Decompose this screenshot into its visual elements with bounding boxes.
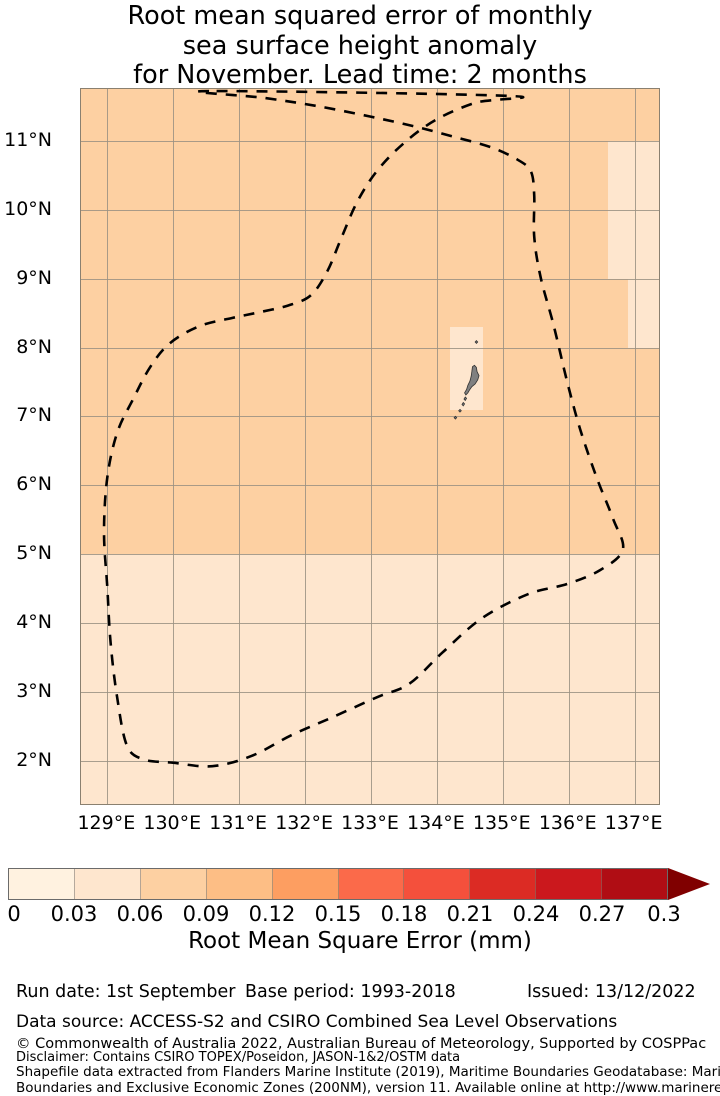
colorbar-swatch-8 — [536, 869, 603, 899]
copyright-text: © Commonwealth of Australia 2022, Austra… — [16, 1036, 707, 1052]
latitude-tick-10: 10°N — [4, 197, 52, 220]
map-plot-area — [80, 88, 660, 805]
colorbar-tick-0.18: 0.18 — [380, 902, 428, 926]
shapefile-credit-line-1: Shapefile data extracted from Flanders M… — [16, 1064, 720, 1080]
shapefile-credit-line-2: Boundaries and Exclusive Economic Zones … — [16, 1080, 720, 1096]
run-date-text: Run date: 1st September — [16, 982, 236, 1002]
rmse-cell — [516, 444, 549, 548]
colorbar — [8, 868, 712, 900]
gridline-vertical — [568, 89, 570, 804]
colorbar-swatch-9 — [602, 869, 668, 899]
colorbar-tick-0.27: 0.27 — [578, 902, 626, 926]
gridline-horizontal — [81, 485, 659, 487]
land-polygon — [458, 408, 462, 413]
land-polygon — [463, 396, 468, 402]
colorbar-swatch-1 — [74, 869, 141, 899]
gridline-horizontal — [81, 209, 659, 211]
longitude-tick-133: 133°E — [341, 812, 399, 834]
gridline-vertical — [502, 89, 504, 804]
colorbar-gradient — [8, 868, 668, 900]
colorbar-swatch-7 — [470, 869, 537, 899]
latitude-tick-2: 2°N — [16, 749, 52, 772]
rmse-cell — [318, 471, 371, 479]
colorbar-swatch-5 — [338, 869, 405, 899]
colorbar-tick-0.03: 0.03 — [50, 902, 98, 926]
longitude-tick-132: 132°E — [275, 812, 333, 834]
gridline-vertical — [239, 89, 241, 804]
gridline-horizontal — [81, 692, 659, 694]
longitude-tick-137: 137°E — [604, 812, 663, 834]
latitude-tick-8: 8°N — [16, 335, 52, 358]
rmse-cell — [239, 471, 319, 486]
colorbar-swatch-2 — [140, 869, 207, 899]
data-source-text: Data source: ACCESS-S2 and CSIRO Combine… — [16, 1012, 618, 1032]
latitude-tick-4: 4°N — [16, 611, 52, 634]
colorbar-tick-0.12: 0.12 — [248, 902, 296, 926]
gridline-vertical — [173, 89, 175, 804]
latitude-tick-3: 3°N — [16, 680, 52, 703]
rmse-cell — [107, 499, 187, 520]
gridline-horizontal — [81, 761, 659, 763]
latitude-tick-5: 5°N — [16, 542, 52, 565]
gridline-vertical — [305, 89, 307, 804]
base-period-text: Base period: 1993-2018 — [245, 982, 456, 1002]
colorbar-max-extend-arrow-icon — [668, 868, 710, 900]
colorbar-tick-0.09: 0.09 — [182, 902, 230, 926]
longitude-tick-130: 130°E — [143, 812, 202, 834]
gridline-horizontal — [81, 347, 659, 349]
gridline-horizontal — [81, 278, 659, 280]
colorbar-swatch-4 — [272, 869, 339, 899]
latitude-tick-6: 6°N — [16, 473, 52, 496]
rmse-cell — [186, 499, 253, 507]
rmse-cell — [628, 278, 659, 348]
gridline-vertical — [634, 89, 636, 804]
gridline-vertical — [371, 89, 372, 804]
colorbar-axis-label: Root Mean Square Error (mm) — [188, 928, 532, 954]
colorbar-tick-0.06: 0.06 — [116, 902, 164, 926]
disclaimer-text: Disclaimer: Contains CSIRO TOPEX/Poseido… — [16, 1050, 461, 1065]
land-polygon — [464, 364, 480, 396]
colorbar-swatch-0 — [9, 869, 75, 899]
land-polygon-group — [453, 340, 480, 420]
rmse-cell — [81, 89, 659, 472]
colorbar-tick-0: 0 — [7, 902, 21, 926]
colorbar-tick-0.15: 0.15 — [314, 902, 362, 926]
land-polygon — [461, 401, 466, 407]
page-title: Root mean squared error of monthly sea s… — [0, 1, 720, 91]
colorbar-swatch-3 — [206, 869, 273, 899]
colorbar-tick-0.24: 0.24 — [512, 902, 560, 926]
gridline-vertical — [436, 89, 438, 804]
gridline-horizontal — [81, 623, 659, 625]
gridline-horizontal — [81, 140, 659, 142]
longitude-tick-134: 134°E — [407, 812, 465, 834]
land-polygon — [474, 340, 479, 344]
gridline-horizontal — [81, 416, 659, 418]
gridline-horizontal — [81, 554, 659, 556]
longitude-tick-136: 136°E — [538, 812, 597, 834]
title-line-2: sea surface height anomaly — [182, 30, 538, 61]
gridline-vertical — [107, 89, 109, 804]
colorbar-tick-0.3: 0.3 — [647, 902, 681, 926]
map-vector-overlay — [102, 89, 625, 768]
latitude-tick-7: 7°N — [16, 404, 52, 427]
eez-boundary-line — [102, 89, 625, 768]
colorbar-tick-0.21: 0.21 — [446, 902, 494, 926]
longitude-tick-135: 135°E — [472, 812, 531, 834]
title-line-3: for November. Lead time: 2 months — [133, 60, 587, 90]
rmse-cell — [450, 326, 484, 410]
longitude-tick-131: 131°E — [209, 812, 268, 834]
issued-date-text: Issued: 13/12/2022 — [527, 982, 696, 1002]
title-line-1: Root mean squared error of monthly — [127, 1, 593, 31]
map-gridlines — [81, 89, 659, 804]
colorbar-swatch-6 — [404, 869, 471, 899]
land-polygon — [453, 415, 458, 420]
latitude-tick-9: 9°N — [16, 266, 52, 289]
latitude-tick-11: 11°N — [4, 128, 52, 151]
longitude-tick-129: 129°E — [77, 812, 136, 834]
